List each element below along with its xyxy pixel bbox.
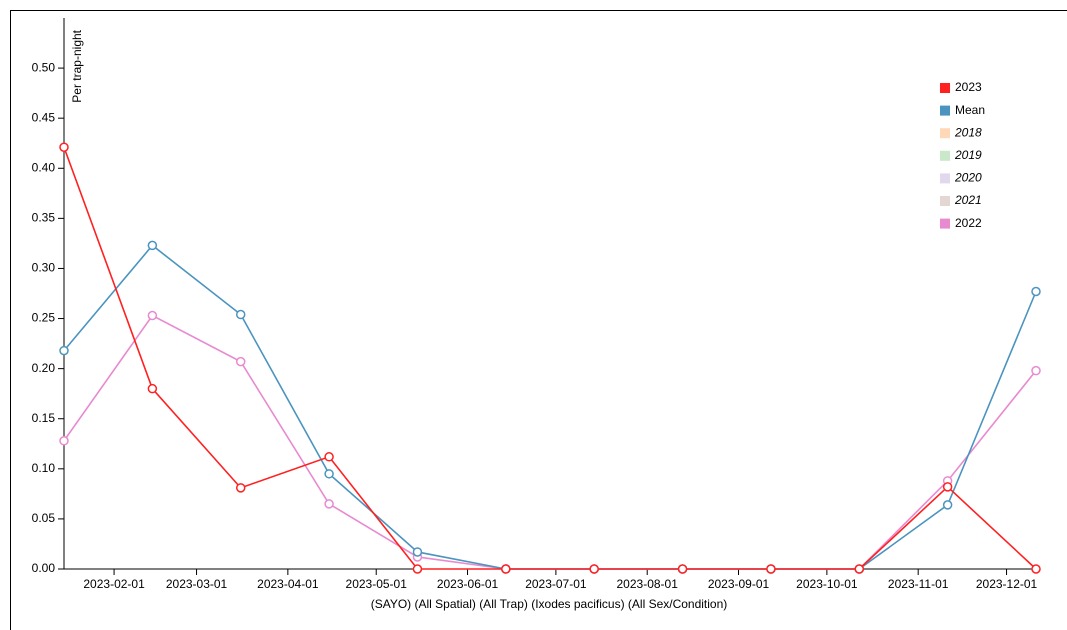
legend-swatch xyxy=(940,128,950,139)
data-point xyxy=(324,452,334,462)
series-line xyxy=(63,146,1037,570)
y-tick-label: 0.25 xyxy=(32,311,56,325)
data-point xyxy=(324,499,334,509)
legend-label: 2022 xyxy=(955,216,982,230)
y-tick-label: 0.40 xyxy=(32,160,56,174)
data-point xyxy=(412,564,423,574)
data-point xyxy=(854,564,865,574)
x-tick-label: 2023-08-01 xyxy=(617,577,679,591)
data-point xyxy=(501,564,511,574)
x-tick-label: 2023-11-01 xyxy=(888,577,949,591)
data-point xyxy=(677,564,688,574)
series-line xyxy=(63,314,1037,570)
y-tick-label: 0.35 xyxy=(32,211,56,225)
data-point xyxy=(1031,365,1041,376)
legend-swatch xyxy=(940,218,950,229)
legend-label: Mean xyxy=(955,103,985,117)
x-tick-label: 2023-05-01 xyxy=(346,577,408,591)
legend-label: 2023 xyxy=(955,80,982,94)
x-axis-label: (SAYO) (All Spatial) (All Trap) (Ixodes … xyxy=(371,597,728,611)
legend-label: 2019 xyxy=(954,148,982,162)
data-point xyxy=(147,383,158,394)
y-axis-label: Per trap-night xyxy=(70,29,84,102)
data-point xyxy=(147,310,158,321)
y-tick-label: 0.00 xyxy=(32,561,56,575)
legend-swatch xyxy=(940,83,950,93)
x-tick-label: 2023-12-01 xyxy=(976,577,1038,591)
x-tick-label: 2023-06-01 xyxy=(437,577,499,591)
y-tick-label: 0.20 xyxy=(32,361,56,375)
data-point xyxy=(412,547,423,557)
y-tick-label: 0.50 xyxy=(32,60,56,74)
x-tick-label: 2023-07-01 xyxy=(525,577,587,591)
data-point xyxy=(235,483,246,493)
x-tick-label: 2023-09-01 xyxy=(708,577,770,591)
data-point xyxy=(59,142,69,152)
data-point xyxy=(942,500,953,510)
data-point xyxy=(589,564,599,574)
legend-swatch xyxy=(940,105,950,116)
legend-label: 2020 xyxy=(954,171,982,185)
x-tick-label: 2023-02-01 xyxy=(83,577,145,591)
legend-label: 2018 xyxy=(954,125,982,139)
legend-swatch xyxy=(940,150,950,161)
legend-swatch xyxy=(940,173,950,184)
y-tick-label: 0.15 xyxy=(32,411,56,425)
x-tick-label: 2023-04-01 xyxy=(257,577,319,591)
y-tick-label: 0.10 xyxy=(32,461,56,475)
data-point xyxy=(147,240,158,251)
y-tick-label: 0.30 xyxy=(32,261,56,275)
series-line xyxy=(63,244,1037,570)
legend-swatch xyxy=(940,196,950,206)
data-point xyxy=(942,482,953,492)
legend-label: 2021 xyxy=(954,193,982,207)
data-point xyxy=(1031,286,1041,297)
y-tick-label: 0.05 xyxy=(32,511,56,525)
data-point xyxy=(235,356,246,367)
data-point xyxy=(1031,564,1041,574)
data-point xyxy=(59,436,69,446)
x-tick-label: 2023-10-01 xyxy=(796,577,858,591)
data-point xyxy=(766,564,776,574)
data-point xyxy=(324,469,334,479)
data-point xyxy=(59,345,69,356)
data-point xyxy=(235,309,246,320)
x-tick-label: 2023-03-01 xyxy=(166,577,228,591)
frame xyxy=(10,10,1067,630)
y-tick-label: 0.45 xyxy=(32,110,56,124)
